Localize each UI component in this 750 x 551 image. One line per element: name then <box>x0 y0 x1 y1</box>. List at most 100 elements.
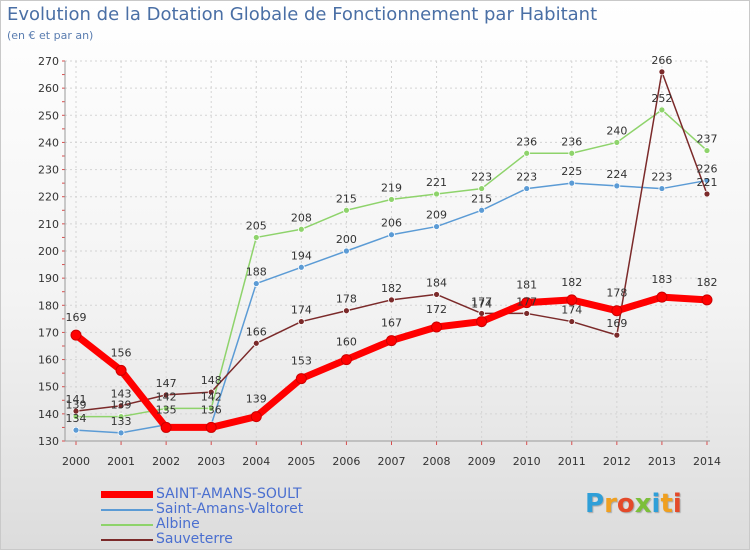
y-tick-label: 140 <box>38 408 59 421</box>
data-label-sauveterre: 177 <box>471 295 492 308</box>
data-label-albine: 139 <box>66 399 87 412</box>
y-tick-label: 200 <box>38 245 59 258</box>
data-point-albine <box>252 234 260 241</box>
x-tick-label: 2004 <box>242 455 270 468</box>
data-point-sauveterre <box>703 190 711 198</box>
data-point-albine <box>297 225 305 233</box>
data-label-sauveterre: 166 <box>246 325 267 338</box>
y-tick-label: 170 <box>38 326 59 339</box>
data-label-sauveterre: 221 <box>696 176 717 189</box>
data-label-saint-amans-valtoret: 224 <box>606 168 627 181</box>
data-label-saint-amans-soult: 135 <box>156 403 177 416</box>
data-point-saint-amans-soult <box>250 411 262 423</box>
data-point-saint-amans-soult <box>115 364 127 376</box>
data-label-albine: 205 <box>246 219 267 232</box>
data-point-albine <box>568 149 576 157</box>
x-tick-label: 2009 <box>468 455 496 468</box>
series-line-albine <box>75 109 708 418</box>
data-label-albine: 252 <box>651 92 672 105</box>
data-label-saint-amans-valtoret: 225 <box>561 165 582 178</box>
data-point-albine <box>703 147 711 154</box>
y-tick-label: 130 <box>38 435 59 448</box>
data-point-sauveterre <box>658 68 666 76</box>
data-point-saint-amans-soult <box>521 297 533 309</box>
data-point-albine <box>613 139 621 146</box>
x-tick-label: 2011 <box>558 455 586 468</box>
data-label-saint-amans-soult: 136 <box>201 403 222 416</box>
y-tick-label: 180 <box>38 299 59 312</box>
data-point-sauveterre <box>343 307 350 315</box>
data-point-albine <box>658 106 666 114</box>
legend-label: SAINT-AMANS-SOULT <box>156 486 302 502</box>
y-tick-label: 160 <box>38 354 59 367</box>
data-label-saint-amans-valtoret: 209 <box>426 209 447 222</box>
legend-label: Sauveterre <box>156 531 233 547</box>
x-tick-label: 2003 <box>197 455 225 468</box>
x-tick-label: 2006 <box>332 455 360 468</box>
data-point-saint-amans-valtoret <box>343 247 350 255</box>
data-point-saint-amans-soult <box>160 421 172 433</box>
data-label-sauveterre: 184 <box>426 276 447 289</box>
data-label-saint-amans-soult: 182 <box>696 276 717 289</box>
data-label-saint-amans-soult: 174 <box>471 298 492 311</box>
data-label-sauveterre: 266 <box>651 54 672 67</box>
data-point-saint-amans-soult <box>205 421 217 433</box>
data-point-saint-amans-valtoret <box>703 177 711 184</box>
data-label-albine: 215 <box>336 192 357 205</box>
data-label-saint-amans-valtoret: 188 <box>246 266 267 279</box>
data-point-saint-amans-valtoret <box>388 231 395 239</box>
data-label-sauveterre: 174 <box>561 304 582 317</box>
chart-title: Evolution de la Dotation Globale de Fonc… <box>7 4 598 25</box>
data-label-sauveterre: 143 <box>111 388 132 401</box>
data-label-albine: 240 <box>606 124 627 137</box>
data-point-saint-amans-valtoret <box>568 179 576 187</box>
data-point-saint-amans-valtoret <box>72 426 80 434</box>
data-point-saint-amans-valtoret <box>478 206 486 214</box>
data-label-saint-amans-valtoret: 223 <box>516 171 537 184</box>
y-tick-label: 250 <box>38 109 59 122</box>
data-point-sauveterre <box>523 310 531 317</box>
data-label-saint-amans-valtoret: 133 <box>111 415 132 428</box>
data-label-saint-amans-valtoret: 206 <box>381 217 402 230</box>
data-label-saint-amans-soult: 160 <box>336 336 357 349</box>
data-label-sauveterre: 182 <box>381 282 402 295</box>
data-point-albine <box>388 196 395 203</box>
x-tick-label: 2014 <box>693 455 721 468</box>
x-tick-label: 2001 <box>107 455 135 468</box>
data-label-albine: 139 <box>111 399 132 412</box>
data-label-saint-amans-soult: 181 <box>516 279 537 292</box>
proxiti-logo: Proxiti <box>585 489 682 519</box>
x-tick-label: 2000 <box>62 455 90 468</box>
data-point-saint-amans-valtoret <box>433 223 440 230</box>
data-point-saint-amans-soult <box>476 316 488 328</box>
data-label-saint-amans-soult: 153 <box>291 355 312 368</box>
data-label-saint-amans-soult: 172 <box>426 303 447 316</box>
data-label-albine: 237 <box>696 133 717 146</box>
data-label-sauveterre: 169 <box>606 317 627 330</box>
y-tick-label: 270 <box>38 55 59 68</box>
data-label-saint-amans-soult: 139 <box>246 393 267 406</box>
x-tick-label: 2010 <box>513 455 541 468</box>
data-point-saint-amans-soult <box>656 291 668 303</box>
data-label-saint-amans-valtoret: 200 <box>336 233 357 246</box>
legend-swatch <box>101 524 153 526</box>
chart-subtitle: (en € et par an) <box>7 29 94 42</box>
x-tick-label: 2002 <box>152 455 180 468</box>
data-point-albine <box>207 405 215 412</box>
x-tick-label: 2008 <box>423 455 451 468</box>
data-label-sauveterre: 141 <box>66 393 87 406</box>
data-label-saint-amans-valtoret: 226 <box>696 162 717 175</box>
data-label-sauveterre: 177 <box>516 295 537 308</box>
data-point-saint-amans-valtoret <box>613 182 621 190</box>
data-point-albine <box>343 206 350 214</box>
data-label-saint-amans-valtoret: 134 <box>66 412 87 425</box>
y-tick-label: 260 <box>38 82 59 95</box>
data-label-albine: 142 <box>156 390 177 403</box>
data-label-sauveterre: 147 <box>156 377 177 390</box>
data-label-albine: 236 <box>561 135 582 148</box>
data-label-albine: 236 <box>516 135 537 148</box>
data-label-sauveterre: 174 <box>291 304 312 317</box>
data-label-sauveterre: 148 <box>201 374 222 387</box>
